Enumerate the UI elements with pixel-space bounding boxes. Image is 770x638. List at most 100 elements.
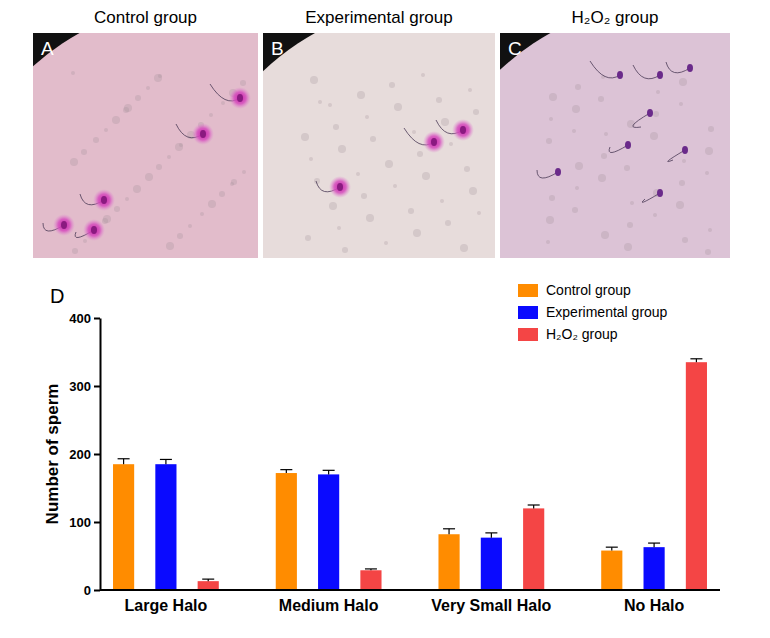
background-speck (572, 207, 578, 213)
legend-label: Control group (546, 282, 631, 298)
background-speck (601, 231, 609, 239)
error-bar-stem (491, 533, 492, 538)
background-speck (575, 84, 581, 90)
background-speck (366, 214, 374, 222)
background-speck (240, 80, 246, 86)
legend-entry: H₂O₂ group (518, 326, 618, 342)
y-axis: 0100200300400 (69, 311, 100, 598)
error-bar (280, 470, 292, 473)
error-bar-stem (328, 470, 329, 474)
background-speck (389, 82, 395, 88)
background-speck (546, 216, 554, 224)
background-speck (124, 104, 132, 112)
sperm-halo (93, 189, 115, 211)
sperm-head (337, 183, 343, 191)
panel-title: Control group (94, 8, 197, 27)
y-tick-label: 0 (84, 583, 91, 598)
background-speck (546, 138, 552, 144)
panel-title: H₂O₂ group (572, 8, 659, 27)
sperm-halo (423, 131, 445, 153)
background-speck (208, 200, 216, 208)
y-tick-mark (94, 590, 100, 592)
background-speck (385, 160, 393, 168)
background-speck (70, 158, 78, 166)
y-tick: 300 (69, 379, 100, 394)
sperm-halo (192, 123, 214, 145)
sperm-head (555, 168, 561, 176)
bar (198, 581, 219, 590)
error-bar-cap (118, 458, 130, 459)
background-speck (473, 109, 479, 115)
sperm-head (657, 189, 663, 197)
sperm-halo (452, 119, 474, 141)
background-speck (477, 211, 481, 215)
background-speck (133, 185, 141, 193)
background-speck (440, 199, 444, 203)
background-speck (83, 239, 87, 243)
background-speck (329, 202, 337, 210)
micrograph-image (500, 33, 730, 258)
error-bar (160, 459, 172, 464)
sperm-head (687, 64, 693, 72)
bar-series (198, 359, 707, 590)
background-speck (156, 164, 162, 170)
background-speck (188, 224, 192, 228)
background-speck (627, 222, 633, 228)
bar (155, 464, 176, 590)
legend-swatch (518, 284, 538, 297)
background-speck (394, 103, 402, 111)
x-tick: Large Halo (125, 590, 208, 614)
background-speck (421, 73, 425, 77)
background-speck (449, 142, 453, 146)
sperm-head (101, 196, 107, 204)
y-axis-title: Number of sperm (43, 384, 62, 525)
background-speck (318, 100, 322, 104)
sperm-head (200, 130, 206, 138)
background-speck (549, 195, 555, 201)
background-speck (72, 248, 78, 254)
error-bar (485, 533, 497, 538)
y-tick-label: 400 (69, 311, 91, 326)
error-bar-cap (485, 532, 497, 533)
x-tick-label: Very Small Halo (431, 597, 551, 614)
background-speck (575, 186, 579, 190)
micrograph-image (263, 33, 495, 258)
x-axis-line (100, 589, 720, 591)
background-speck (135, 95, 141, 101)
background-speck (682, 159, 686, 163)
background-speck (653, 111, 659, 117)
error-bar-stem (165, 459, 166, 464)
error-bar-stem (653, 543, 654, 547)
bar-series (155, 459, 664, 590)
background-speck (549, 93, 557, 101)
y-tick-label: 200 (69, 447, 91, 462)
sperm-tail (633, 65, 660, 79)
background-speck (175, 143, 183, 151)
error-bar-cap (606, 547, 618, 548)
legend-swatch (518, 328, 538, 341)
background-speck (417, 151, 423, 157)
background-speck (81, 149, 87, 155)
error-bar (690, 359, 702, 362)
background-speck (682, 237, 688, 243)
y-tick-mark (94, 318, 100, 320)
background-speck (361, 193, 367, 199)
micrograph-panel: CH₂O₂ group (416, 0, 770, 526)
background-speck (342, 247, 348, 253)
background-speck (705, 171, 709, 175)
background-speck (413, 229, 421, 237)
y-tick: 0 (84, 583, 100, 598)
x-tick-label: Medium Halo (279, 597, 379, 614)
background-speck (656, 90, 660, 94)
sperm-head (237, 94, 243, 102)
background-speck (365, 115, 369, 119)
background-speck (575, 162, 583, 170)
bar (113, 464, 134, 590)
error-bar (606, 547, 618, 550)
background-speck (305, 235, 311, 241)
background-speck (549, 117, 553, 121)
background-speck (630, 201, 634, 205)
sperm-halo (83, 219, 105, 241)
sperm-head (431, 138, 437, 146)
background-speck (679, 78, 687, 86)
